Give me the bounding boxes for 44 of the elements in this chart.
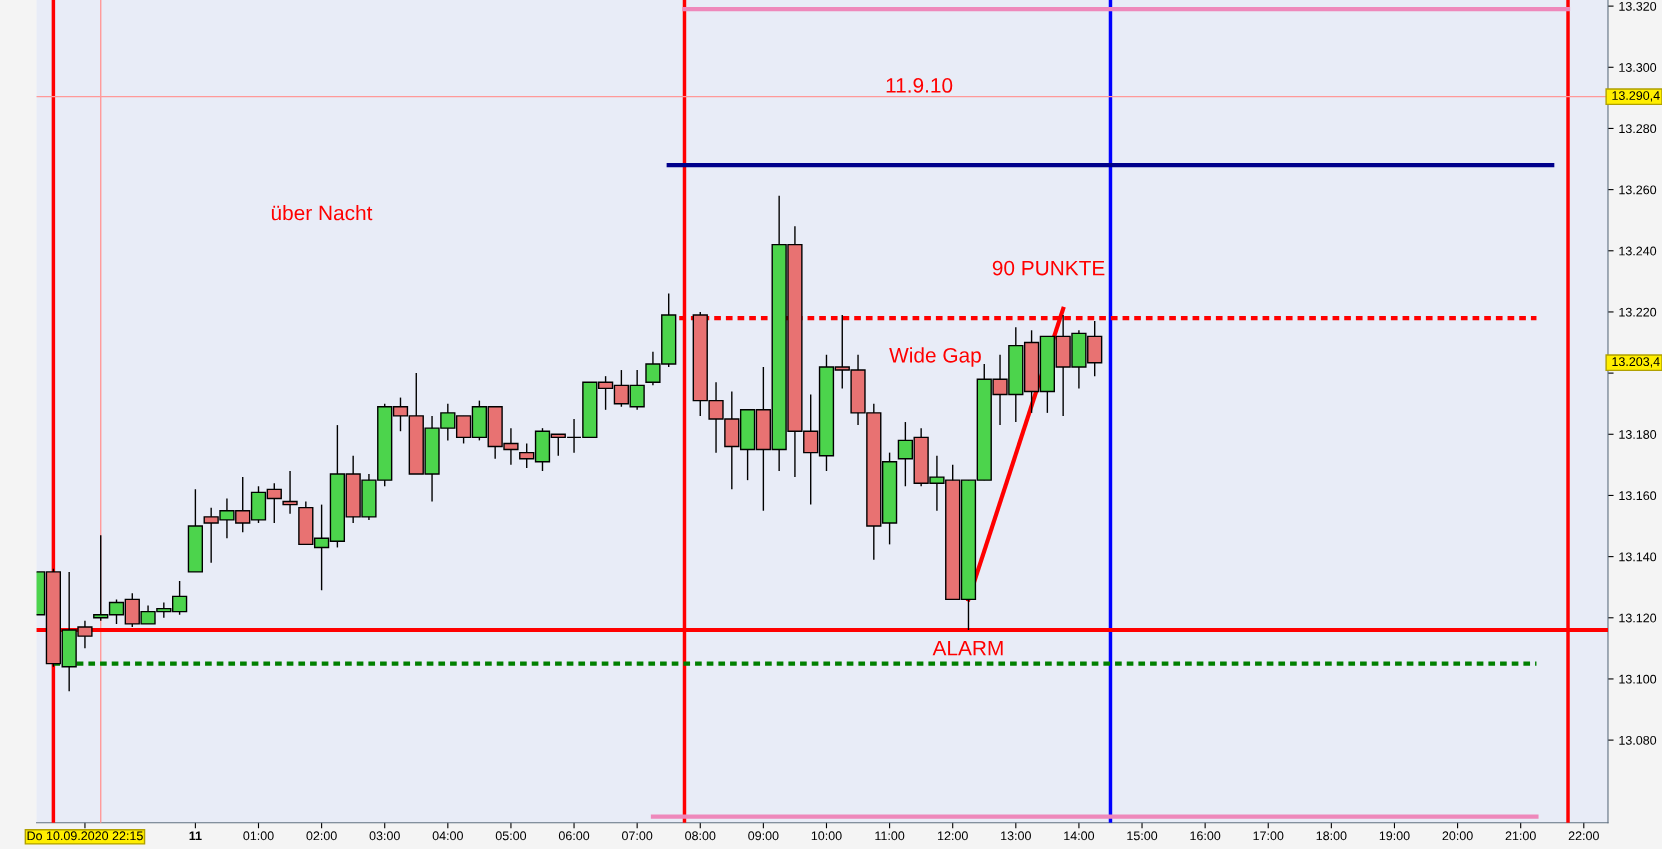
y-tick-label: 13.180: [1619, 430, 1657, 439]
x-tick-label: 07:00: [622, 831, 653, 841]
annotation: 11.9.10: [886, 78, 953, 93]
y-tick-label: 13.300: [1619, 63, 1657, 72]
x-tick-label: 19:00: [1379, 831, 1410, 841]
x-tick-label: 05:00: [495, 831, 527, 841]
x-tick-label: 12:00: [938, 831, 968, 841]
y-tick-label: 13.320: [1619, 1, 1657, 11]
x-tick-label: 22:00: [1568, 831, 1599, 841]
ref-line-label: 13.290,4: [1612, 91, 1660, 102]
x-tick-label: Do 10.09.2020 22:15: [27, 831, 143, 841]
y-tick-label: 13.160: [1619, 491, 1657, 501]
x-tick-label: 14:00: [1064, 831, 1095, 841]
x-tick-label: 02:00: [306, 831, 337, 841]
x-tick-label: 17:00: [1253, 831, 1284, 841]
candlestick: [282, 470, 298, 515]
y-tick-label: 13.260: [1619, 185, 1657, 195]
y-tick-label: 13.140: [1619, 552, 1657, 562]
y-tick-label: 13.080: [1619, 735, 1657, 745]
y-tick-label: 13.220: [1619, 307, 1657, 317]
y-tick-label: 13.280: [1619, 124, 1657, 134]
y-tick-label: 13.100: [1619, 674, 1657, 684]
text: 13.203,4: [1612, 357, 1660, 368]
x-tick-label: 06:00: [558, 831, 590, 841]
x-tick-label: 11: [189, 831, 202, 841]
x-tick-label: 10:00: [811, 831, 842, 841]
x-tick-label: 16:00: [1190, 831, 1221, 841]
x-tick-label: 01:00: [243, 831, 274, 841]
annotation: 90 PUNKTE: [992, 260, 1105, 276]
x-tick-label: 20:00: [1442, 831, 1473, 841]
x-tick-label: 03:00: [369, 831, 400, 841]
x-tick-label: 09:00: [748, 831, 779, 841]
annotation: über Nacht: [271, 205, 373, 221]
x-tick-label: 04:00: [432, 831, 463, 841]
annotation: ALARM: [932, 640, 1003, 656]
x-tick-label: 18:00: [1316, 831, 1347, 841]
x-tick-label: 08:00: [685, 831, 716, 841]
x-tick-label: 21:00: [1505, 831, 1536, 841]
y-tick-label: 13.240: [1619, 246, 1657, 256]
y-tick-label: 13.120: [1619, 613, 1657, 623]
x-tick-label: 15:00: [1127, 831, 1158, 841]
x-tick-label: 13:00: [1001, 831, 1031, 841]
x-tick-label: 11:00: [875, 831, 905, 841]
annotation: Wide Gap: [889, 347, 981, 367]
